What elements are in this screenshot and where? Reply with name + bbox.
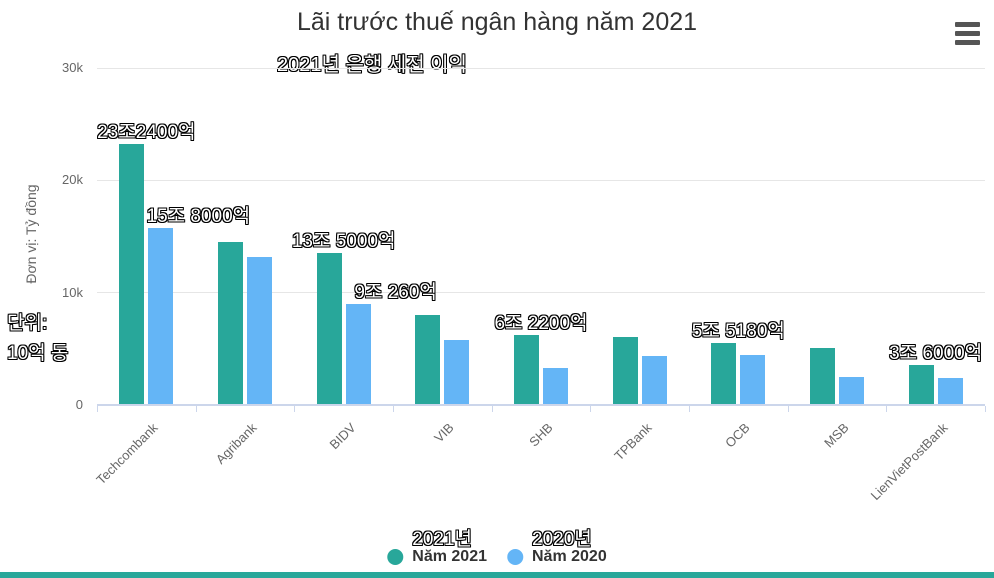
legend-label-2021: Năm 2021 xyxy=(412,548,487,565)
x-axis-tick xyxy=(787,406,789,412)
bar-năm-2021-techcombank[interactable] xyxy=(119,143,145,405)
legend-translation-2021: 2021년 xyxy=(412,529,473,550)
bar-năm-2020-shb[interactable] xyxy=(543,368,568,405)
bar-năm-2020-msb[interactable] xyxy=(839,376,864,405)
export-menu-button[interactable] xyxy=(951,17,985,49)
x-axis-tick xyxy=(985,406,986,412)
bar-năm-2021-agribank[interactable] xyxy=(218,242,243,405)
legend-label-2020: Năm 2020 xyxy=(532,548,607,565)
x-axis-tick xyxy=(393,406,394,412)
y-tick-label: 0 xyxy=(75,397,83,412)
bar-năm-2020-techcombank[interactable] xyxy=(148,227,174,405)
unit-translation-line1: 단위: xyxy=(7,313,48,334)
x-axis-tick xyxy=(689,406,690,412)
data-label-translation: 13조 5000억 xyxy=(291,231,396,253)
chart-subtitle-translation: 2021년 은행 세전 이익 xyxy=(277,54,467,76)
bar-năm-2021-bidv[interactable] xyxy=(316,253,342,405)
bar-năm-2020-vib[interactable] xyxy=(444,339,470,405)
unit-translation-overlay: 단위: 10억 동 xyxy=(7,309,68,369)
bar-năm-2021-vib[interactable] xyxy=(415,315,441,405)
legend-item-nam-2021[interactable]: Năm 2021 2021년 xyxy=(387,529,487,566)
bar-năm-2020-tpbank[interactable] xyxy=(641,355,667,405)
x-axis-tick xyxy=(294,406,296,412)
gridline xyxy=(97,292,985,294)
bar-năm-2021-shb[interactable] xyxy=(514,335,539,405)
bar-năm-2021-ocb[interactable] xyxy=(711,343,737,405)
data-label-translation: 3조 6000억 xyxy=(889,342,983,364)
data-label-translation: 15조 8000억 xyxy=(146,205,251,227)
bar-năm-2020-ocb[interactable] xyxy=(740,355,766,405)
legend-swatch-2021-icon xyxy=(387,549,404,565)
chart-title: Lãi trước thuế ngân hàng năm 2021 xyxy=(296,8,698,36)
x-axis-tick xyxy=(97,406,98,412)
bar-năm-2020-bidv[interactable] xyxy=(345,303,371,405)
x-axis-tick xyxy=(491,406,493,412)
data-label-translation: 23조2400억 xyxy=(97,121,196,143)
unit-translation-line2: 10억 동 xyxy=(7,343,69,364)
legend: Năm 2021 2021년 Năm 2020 2020년 xyxy=(387,529,607,566)
legend-translation-2020: 2020년 xyxy=(532,529,592,550)
bar-năm-2021-lienvietpostbank[interactable] xyxy=(908,364,934,405)
x-axis-tick xyxy=(886,406,888,412)
legend-item-nam-2020[interactable]: Năm 2020 2020년 xyxy=(507,529,607,566)
data-label-translation: 6조 2200억 xyxy=(494,313,588,335)
x-axis-line xyxy=(97,404,985,406)
hamburger-menu-icon xyxy=(955,21,980,27)
y-tick-label: 20k xyxy=(62,172,83,188)
bar-năm-2020-lienvietpostbank[interactable] xyxy=(937,377,963,405)
legend-swatch-2020-icon xyxy=(507,549,523,565)
data-label-translation: 5조 5180억 xyxy=(691,321,785,342)
x-axis-tick xyxy=(590,406,592,412)
bar-năm-2021-tpbank[interactable] xyxy=(612,337,638,405)
footer-accent-bar xyxy=(0,572,994,578)
data-label-translation: 9조 260억 xyxy=(354,281,437,303)
y-tick-label: 30k xyxy=(62,60,83,75)
x-axis-tick xyxy=(195,406,197,412)
gridline xyxy=(97,67,985,69)
y-tick-label: 10k xyxy=(62,284,83,300)
gridline xyxy=(97,179,985,181)
bar-năm-2020-agribank[interactable] xyxy=(247,256,272,405)
x-axis-label-lienvietpostbank: LienVietPostBank xyxy=(867,420,951,504)
bar-năm-2021-msb[interactable] xyxy=(810,347,835,405)
